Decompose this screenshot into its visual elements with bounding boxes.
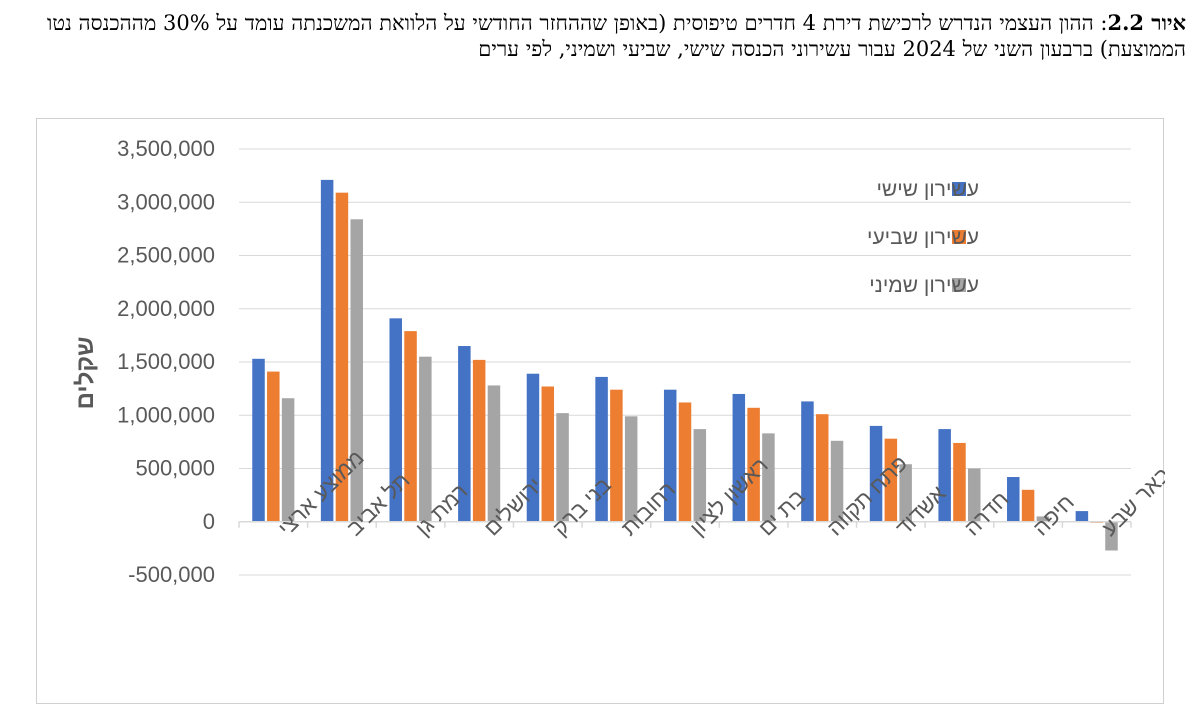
legend-swatch: [952, 278, 966, 292]
bar: [953, 442, 966, 522]
y-tick-label: 2,500,000: [117, 243, 215, 268]
bar: [610, 389, 623, 522]
y-tick-label: 1,000,000: [117, 402, 215, 427]
legend: עשירון שישי עשירון שביעי עשירון שמיני: [867, 178, 979, 297]
bar: [747, 407, 760, 522]
y-axis-ticks: 3,500,000 3,000,000 2,500,000 2,000,000 1,50…: [117, 136, 215, 587]
legend-label: עשירון שביעי: [867, 226, 979, 249]
bar: [815, 414, 829, 522]
bar: [1007, 477, 1020, 522]
bar: [389, 318, 402, 522]
y-tick-label: 2,000,000: [117, 296, 215, 321]
bar: [801, 401, 814, 522]
caption-label: איור 2.2: [1107, 10, 1186, 35]
y-tick-label: 500,000: [135, 456, 215, 481]
bar-chart: 3,500,000 3,000,000 2,500,000 2,000,000 1,50…: [72, 136, 1165, 587]
bar: [320, 179, 334, 522]
bar: [472, 359, 486, 522]
y-tick-label: -500,000: [128, 562, 215, 587]
y-axis-title: שקלים: [72, 337, 99, 410]
figure-caption: איור 2.2: ההון העצמי הנדרש לרכישת דירת 4…: [14, 10, 1186, 62]
legend-label: עשירון שישי: [876, 178, 979, 201]
bar: [663, 389, 677, 522]
legend-swatch: [952, 182, 966, 196]
bar: [762, 433, 775, 522]
bar: [678, 402, 692, 522]
bar: [335, 192, 349, 522]
bar: [556, 413, 569, 522]
x-tick-label: חדרה: [959, 486, 1013, 540]
bar: [595, 376, 608, 522]
bar: [281, 398, 295, 522]
bar: [899, 464, 912, 522]
bar: [968, 468, 981, 522]
legend-swatch: [952, 230, 966, 244]
bar: [350, 219, 363, 522]
bar: [252, 358, 265, 522]
bar: [884, 438, 898, 522]
bar: [624, 416, 638, 522]
bars: [252, 179, 1118, 551]
bar: [267, 371, 280, 522]
chart-frame: 3,500,000 3,000,000 2,500,000 2,000,000 1,50…: [36, 118, 1165, 704]
bar: [693, 429, 707, 522]
y-tick-label: 3,500,000: [117, 136, 215, 161]
bar: [1036, 516, 1050, 522]
bar: [732, 393, 746, 522]
x-tick-label: חיפה: [1028, 490, 1079, 541]
bar: [830, 440, 844, 522]
y-tick-label: 0: [203, 509, 215, 534]
legend-label: עשירון שמיני: [869, 274, 979, 297]
bar: [458, 346, 471, 522]
bar: [869, 425, 883, 522]
bar: [419, 356, 432, 522]
y-tick-label: 3,000,000: [117, 189, 215, 214]
bar: [938, 429, 951, 522]
caption-text: : ההון העצמי הנדרש לרכישת דירת 4 חדרים ט…: [47, 11, 1186, 61]
bar: [404, 331, 417, 522]
bar: [1105, 521, 1118, 551]
bar: [1075, 511, 1089, 522]
x-axis: [238, 521, 1132, 528]
bar: [526, 373, 540, 522]
bar: [541, 386, 555, 522]
x-tick-label: באר שבע: [1097, 462, 1165, 541]
bar: [487, 385, 501, 522]
bar: [1021, 489, 1035, 522]
y-tick-label: 1,500,000: [117, 349, 215, 374]
